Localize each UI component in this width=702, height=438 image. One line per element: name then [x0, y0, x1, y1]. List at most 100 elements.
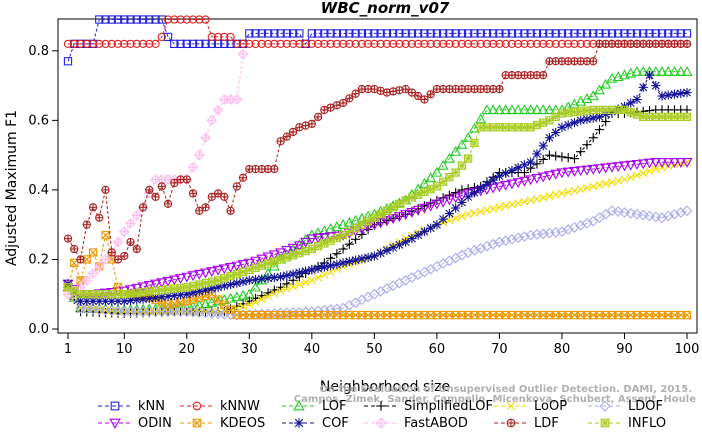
legend-item-cof: COF: [282, 416, 349, 431]
data-point: [295, 280, 304, 289]
data-point: [676, 159, 685, 168]
data-point: [156, 278, 168, 289]
x-tick-label: 40: [304, 342, 321, 357]
data-point: [245, 39, 254, 49]
data-point: [443, 152, 455, 163]
legend-label: kNNW: [220, 399, 260, 414]
data-point: [532, 149, 542, 159]
plot-frame: [57, 18, 698, 334]
data-point: [301, 39, 310, 49]
data-point: [570, 39, 579, 49]
data-point: [270, 29, 279, 38]
legend-label: LDF: [534, 416, 559, 431]
data-point: [520, 29, 529, 38]
data-point: [620, 175, 629, 184]
data-point: [657, 91, 667, 101]
data-point: [618, 161, 631, 172]
series-cof: [63, 70, 692, 306]
data-point: [470, 39, 479, 49]
data-point: [482, 39, 492, 49]
data-point: [506, 179, 518, 190]
data-point: [545, 39, 554, 49]
data-point: [412, 269, 424, 281]
data-point: [251, 297, 260, 306]
data-point: [662, 65, 674, 76]
data-point: [188, 39, 198, 49]
data-point: [63, 234, 73, 243]
data-point: [631, 208, 643, 220]
data-point: [656, 65, 668, 76]
data-point: [81, 274, 93, 286]
data-point: [637, 209, 649, 221]
data-point: [268, 250, 280, 261]
data-point: [612, 162, 624, 172]
data-point: [313, 112, 323, 122]
data-point: [157, 32, 166, 42]
data-point: [512, 232, 524, 244]
data-point: [188, 15, 198, 24]
data-point: [95, 213, 104, 222]
data-point: [401, 29, 410, 38]
data-point: [469, 188, 480, 198]
data-point: [568, 166, 580, 177]
data-point: [664, 29, 673, 38]
series-kdeos: [63, 230, 692, 320]
data-point: [451, 214, 460, 223]
data-point: [482, 179, 492, 189]
data-point: [338, 258, 348, 268]
data-point: [232, 39, 241, 49]
data-point: [669, 208, 680, 220]
data-point: [620, 29, 629, 38]
data-point: [151, 192, 160, 202]
legend-marker: [599, 400, 611, 412]
legend-marker: [506, 401, 516, 411]
data-point: [675, 157, 687, 168]
data-point: [656, 157, 668, 168]
legend-marker: [110, 401, 120, 411]
legend-label: SimplifiedLOF: [404, 399, 493, 414]
data-point: [312, 233, 324, 244]
data-point: [426, 90, 435, 99]
data-point: [357, 220, 367, 229]
data-point: [650, 211, 662, 223]
data-point: [626, 29, 635, 38]
data-point: [120, 251, 129, 261]
data-point: [464, 29, 473, 38]
data-point: [276, 39, 285, 49]
data-point: [606, 72, 618, 83]
data-point: [645, 29, 654, 38]
data-point: [476, 183, 486, 194]
series-line: [67, 161, 687, 295]
data-point: [387, 214, 399, 225]
data-point: [282, 132, 291, 141]
data-point: [170, 178, 179, 188]
data-point: [532, 159, 542, 169]
data-point: [218, 264, 230, 275]
data-point: [187, 161, 199, 173]
data-point: [482, 206, 491, 215]
data-point: [475, 242, 487, 254]
data-point: [351, 255, 361, 265]
data-point: [532, 29, 542, 38]
legend-label: INFLO: [628, 416, 666, 431]
data-point: [238, 39, 248, 49]
data-point: [668, 65, 681, 76]
data-point: [151, 15, 160, 24]
data-point: [444, 255, 455, 267]
data-point: [662, 157, 674, 168]
legend-item-ldf: LDF: [494, 416, 559, 431]
legend-item-loop: LoOP: [494, 399, 567, 414]
data-point: [220, 32, 229, 42]
credit-line-1: Campos, Zimek, Sander, Campello, Micenko…: [294, 394, 696, 405]
data-point: [575, 95, 587, 106]
data-point: [288, 29, 298, 38]
data-point: [576, 115, 586, 125]
data-point: [282, 39, 291, 49]
data-point: [287, 243, 299, 254]
data-point: [587, 164, 599, 175]
data-point: [476, 207, 485, 216]
data-point: [126, 237, 135, 247]
data-point: [213, 32, 223, 42]
data-point: [138, 15, 148, 24]
